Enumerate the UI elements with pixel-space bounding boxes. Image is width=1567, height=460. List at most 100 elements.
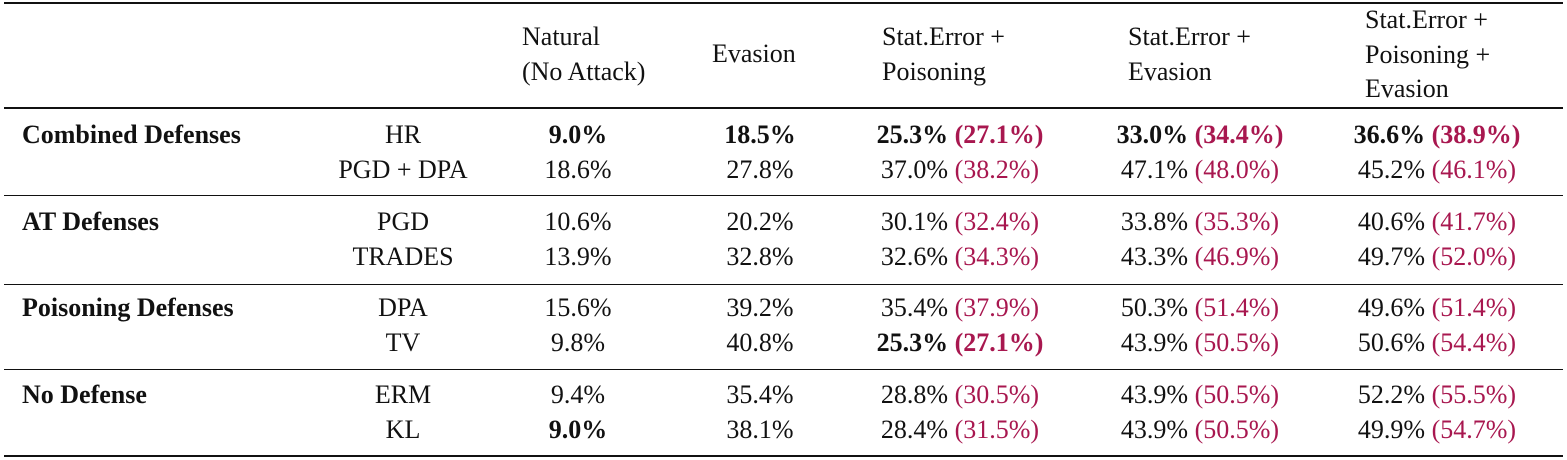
cell: 28.8% (30.5%) — [881, 380, 1039, 410]
cell: 33.0% (34.4%) — [1117, 120, 1284, 150]
cell-value: 10.6% — [544, 207, 612, 236]
header-rule — [4, 107, 1563, 109]
cell-value: 49.9% — [1357, 415, 1426, 444]
cell: 40.8% — [726, 328, 793, 358]
bottom-rule — [4, 455, 1563, 457]
cell-value: 49.7% — [1357, 242, 1426, 271]
cell-value: 15.6% — [544, 293, 612, 322]
cell: 39.2% — [726, 293, 793, 323]
cell-alt-value: (54.4%) — [1431, 328, 1517, 357]
column-header: Poisoning — [882, 56, 987, 86]
cell-alt-value: (48.0%) — [1194, 155, 1280, 184]
cell: 27.8% — [726, 155, 793, 185]
column-header: Evasion — [1128, 56, 1212, 86]
cell: 49.6% (51.4%) — [1358, 293, 1516, 323]
cell-value: 43.9% — [1120, 380, 1189, 409]
cell-alt-value: (41.7%) — [1431, 207, 1517, 236]
cell-value: 40.8% — [726, 328, 794, 357]
cell-alt-value: (34.4%) — [1194, 120, 1284, 149]
cell-value: 32.6% — [880, 242, 949, 271]
cell-value: 30.1% — [880, 207, 949, 236]
cell: 38.1% — [726, 415, 793, 445]
cell-value: 37.0% — [880, 155, 949, 184]
cell: 36.6% (38.9%) — [1354, 120, 1521, 150]
cell-value: 9.4% — [550, 380, 606, 409]
cell-value: 43.3% — [1120, 242, 1189, 271]
cell-alt-value: (27.1%) — [954, 328, 1044, 357]
cell-value: 50.6% — [1357, 328, 1426, 357]
cell-alt-value: (35.3%) — [1194, 207, 1280, 236]
column-header: Natural — [522, 22, 600, 51]
cell: 20.2% — [726, 207, 793, 237]
column-header: Poisoning + — [1365, 39, 1491, 69]
column-header: Evasion — [1365, 74, 1449, 103]
cell: 35.4% (37.9%) — [881, 293, 1039, 323]
cell-alt-value: (55.5%) — [1431, 380, 1517, 409]
cell: 9.0% — [549, 120, 608, 150]
column-header: Stat.Error + — [1128, 22, 1251, 51]
cell-value: 33.0% — [1116, 120, 1189, 149]
cell-value: 18.6% — [544, 155, 612, 184]
cell-value: 25.3% — [876, 328, 949, 357]
cell: 45.2% (46.1%) — [1358, 155, 1516, 185]
cell-value: 9.0% — [548, 415, 608, 444]
cell-alt-value: (50.5%) — [1194, 328, 1280, 357]
group-rule — [4, 284, 1563, 285]
cell-value: 9.8% — [550, 328, 606, 357]
column-header: Evasion — [712, 39, 796, 68]
cell-alt-value: (27.1%) — [954, 120, 1044, 149]
cell-alt-value: (50.5%) — [1194, 380, 1280, 409]
top-rule — [4, 2, 1563, 4]
cell-value: 18.5% — [724, 120, 796, 149]
cell-alt-value: (32.4%) — [954, 207, 1040, 236]
method-name: PGD — [376, 207, 430, 236]
cell: 43.9% (50.5%) — [1121, 380, 1279, 410]
cell: 43.9% (50.5%) — [1121, 415, 1279, 445]
cell-alt-value: (50.5%) — [1194, 415, 1280, 444]
cell-value: 50.3% — [1120, 293, 1189, 322]
group-name: Poisoning Defenses — [22, 293, 234, 322]
cell: 33.8% (35.3%) — [1121, 207, 1279, 237]
cell-alt-value: (46.9%) — [1194, 242, 1280, 271]
cell: 43.3% (46.9%) — [1121, 242, 1279, 272]
cell: 50.3% (51.4%) — [1121, 293, 1279, 323]
cell-value: 33.8% — [1120, 207, 1189, 236]
cell-alt-value: (38.9%) — [1431, 120, 1521, 149]
cell-value: 47.1% — [1120, 155, 1189, 184]
cell: 32.8% — [726, 242, 793, 272]
cell-alt-value: (38.2%) — [954, 155, 1040, 184]
cell: 18.5% — [724, 120, 796, 150]
cell: 9.0% — [549, 415, 608, 445]
cell: 43.9% (50.5%) — [1121, 328, 1279, 358]
method-name: TV — [385, 328, 421, 357]
cell: 50.6% (54.4%) — [1358, 328, 1516, 358]
cell-value: 49.6% — [1357, 293, 1426, 322]
cell-value: 13.9% — [544, 242, 612, 271]
cell-value: 32.8% — [726, 242, 794, 271]
cell: 35.4% — [726, 380, 793, 410]
method-name: KL — [385, 415, 421, 444]
cell-value: 35.4% — [726, 380, 794, 409]
cell-value: 39.2% — [726, 293, 794, 322]
cell-value: 20.2% — [726, 207, 794, 236]
cell-alt-value: (37.9%) — [954, 293, 1040, 322]
cell: 13.9% — [544, 242, 611, 272]
method-name: TRADES — [352, 242, 454, 271]
cell-value: 28.8% — [880, 380, 949, 409]
cell-value: 43.9% — [1120, 415, 1189, 444]
cell: 9.8% — [551, 328, 605, 358]
group-name: Combined Defenses — [22, 120, 241, 149]
cell: 10.6% — [544, 207, 611, 237]
cell-alt-value: (52.0%) — [1431, 242, 1517, 271]
cell-value: 25.3% — [876, 120, 949, 149]
cell: 18.6% — [544, 155, 611, 185]
cell-value: 45.2% — [1357, 155, 1426, 184]
cell: 52.2% (55.5%) — [1358, 380, 1516, 410]
cell-value: 28.4% — [880, 415, 949, 444]
column-header: Stat.Error + — [1365, 5, 1488, 34]
group-rule — [4, 195, 1563, 196]
method-name: HR — [384, 120, 422, 149]
cell: 40.6% (41.7%) — [1358, 207, 1516, 237]
cell-value: 40.6% — [1357, 207, 1426, 236]
cell-value: 52.2% — [1357, 380, 1426, 409]
